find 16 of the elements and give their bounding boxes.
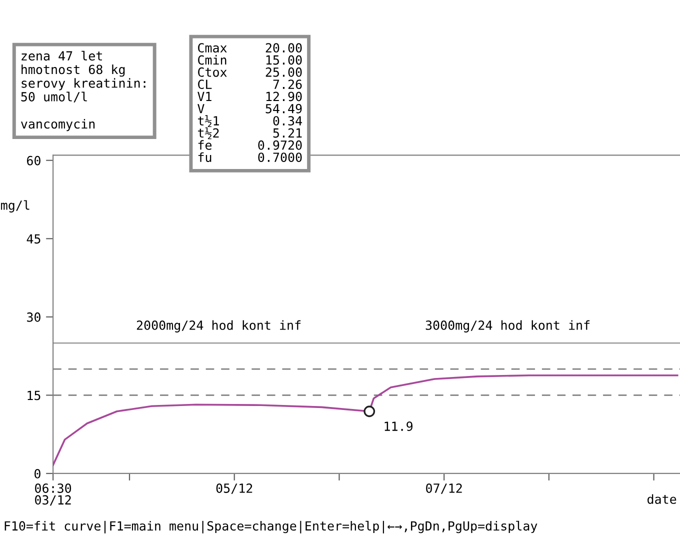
y-axis-title: mg/l (1, 200, 30, 212)
x-tick-label: 05/12 (216, 483, 252, 494)
x-axis-title: date (648, 494, 676, 504)
y-tick-label: 60 (26, 156, 40, 166)
annotation: 11.9 (384, 422, 413, 431)
y-tick-label: 0 (34, 468, 40, 478)
x-tick-label: 07/12 (426, 483, 462, 494)
y-tick-label: 30 (27, 312, 40, 322)
y-tick-label: 15 (28, 390, 40, 400)
y-tick-label: 45 (26, 234, 40, 244)
annotation: 3000mg/24 hod kont inf (426, 320, 590, 332)
annotation: 2000mg/24 hod kont inf (136, 320, 301, 332)
text: zena 47 let hmotnost 68 kg serovy kreatinin: 50 umol/l vancomycin (21, 50, 146, 132)
text: F10=fit curve|F1=main menu|Space=change|Enter=help|←→,PgDn,PgUp=display (4, 520, 538, 534)
x-tick-label: 06:30 03/12 (35, 483, 72, 506)
text: Cmax 20.00 Cmin 15.00 Ctox 25.00 CL 7.26 V1 12.90 V 54.49 t½1 0.34 t½2 5.21 fe 0.9720 fu 0.7000 (198, 43, 302, 162)
